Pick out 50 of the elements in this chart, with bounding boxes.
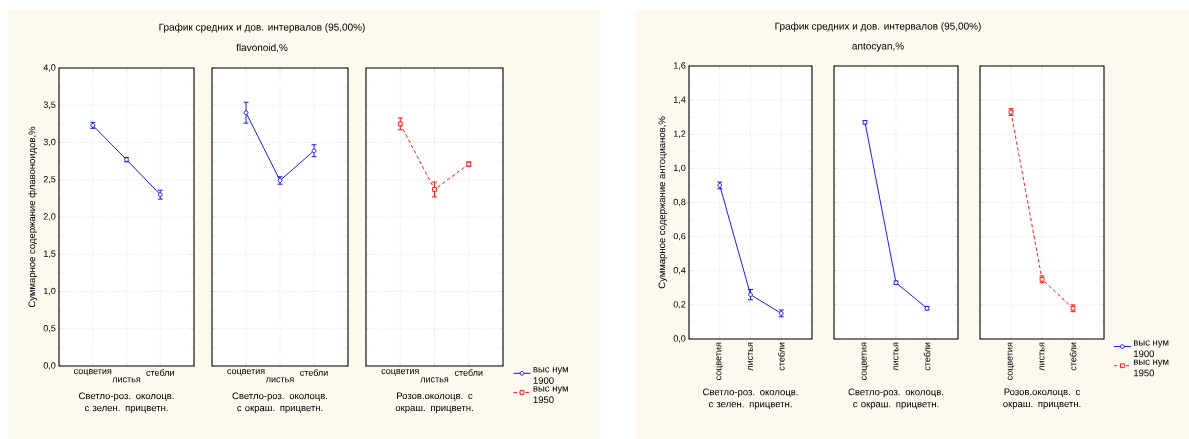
x-tick-label: листья (112, 377, 141, 383)
x-tick-label: листья (748, 342, 753, 371)
x-tick-label: стебли (300, 369, 328, 376)
y-tick-label: 4,0 (43, 64, 56, 72)
y-axis-title: Суммарное содержание антоцианов,% (658, 116, 668, 289)
legend-label: выс нум 1950 (1133, 359, 1169, 377)
x-tick-label: стебли (146, 369, 174, 376)
y-tick-label: 0,8 (673, 198, 686, 207)
y-tick-label: 1,0 (43, 287, 56, 296)
x-tick-label: соцветия (227, 369, 265, 376)
y-tick-label: 0,2 (673, 301, 686, 309)
x-tick-label: соцветия (716, 342, 724, 380)
y-tick-label: 2,0 (43, 213, 56, 221)
x-axis-title: Розов.околоцв. с окраш. прицветн. (1003, 388, 1081, 410)
x-axis-title: Розов.околоцв. с окраш. прицветн. (395, 392, 473, 413)
y-axis-title: Суммарное содержание флавоноидов,% (28, 126, 38, 308)
x-tick-label: стебли (923, 342, 931, 371)
y-tick-label: 0,0 (43, 362, 56, 370)
x-tick-label: соцветия (74, 369, 112, 376)
x-tick-label: листья (420, 377, 449, 383)
x-tick-label: соцветия (861, 342, 869, 380)
x-tick-label: стебли (777, 342, 785, 371)
y-tick-label: 3,5 (43, 101, 56, 109)
x-axis-title: Светло-роз. околоцв. с зелен. прицветн. (79, 392, 174, 414)
chart-title: График средних и дов. интервалов (95,00%) (775, 22, 981, 32)
x-tick-label: соцветия (381, 369, 419, 376)
y-tick-label: 0,5 (43, 325, 56, 333)
x-axis-title: Светло-роз. околоцв. с зелен. прицветн. (703, 388, 798, 410)
chart-subtitle: antocyan,% (852, 42, 904, 52)
y-tick-label: 0,4 (673, 267, 686, 275)
x-tick-label: листья (1039, 342, 1045, 371)
y-tick-label: 1,0 (673, 164, 686, 173)
y-tick-label: 2,5 (43, 176, 56, 184)
legend-label: выс нум 1950 (533, 386, 568, 404)
x-tick-label: листья (265, 377, 294, 383)
y-tick-label: 0,0 (673, 335, 686, 343)
x-tick-label: листья (893, 342, 899, 371)
y-tick-label: 1,4 (673, 96, 686, 104)
y-tick-label: 1,6 (673, 62, 686, 70)
chart-title: График средних и дов. интервалов (95,00%) (159, 23, 365, 33)
chart-subtitle: flavonoid,% (236, 43, 288, 53)
x-tick-label: стебли (1069, 342, 1077, 371)
y-tick-label: 3,0 (43, 138, 56, 147)
y-tick-label: 1,5 (43, 250, 56, 258)
x-axis-title: Светло-роз. околоцв. с окраш. прицветн. (232, 392, 328, 414)
y-tick-label: 1,2 (673, 130, 686, 138)
x-tick-label: стебли (454, 369, 483, 376)
x-tick-label: соцветия (1007, 342, 1015, 380)
x-axis-title: Светло-роз. околоцв. с окраш. прицветн. (848, 388, 944, 410)
y-tick-label: 0,6 (673, 232, 686, 241)
